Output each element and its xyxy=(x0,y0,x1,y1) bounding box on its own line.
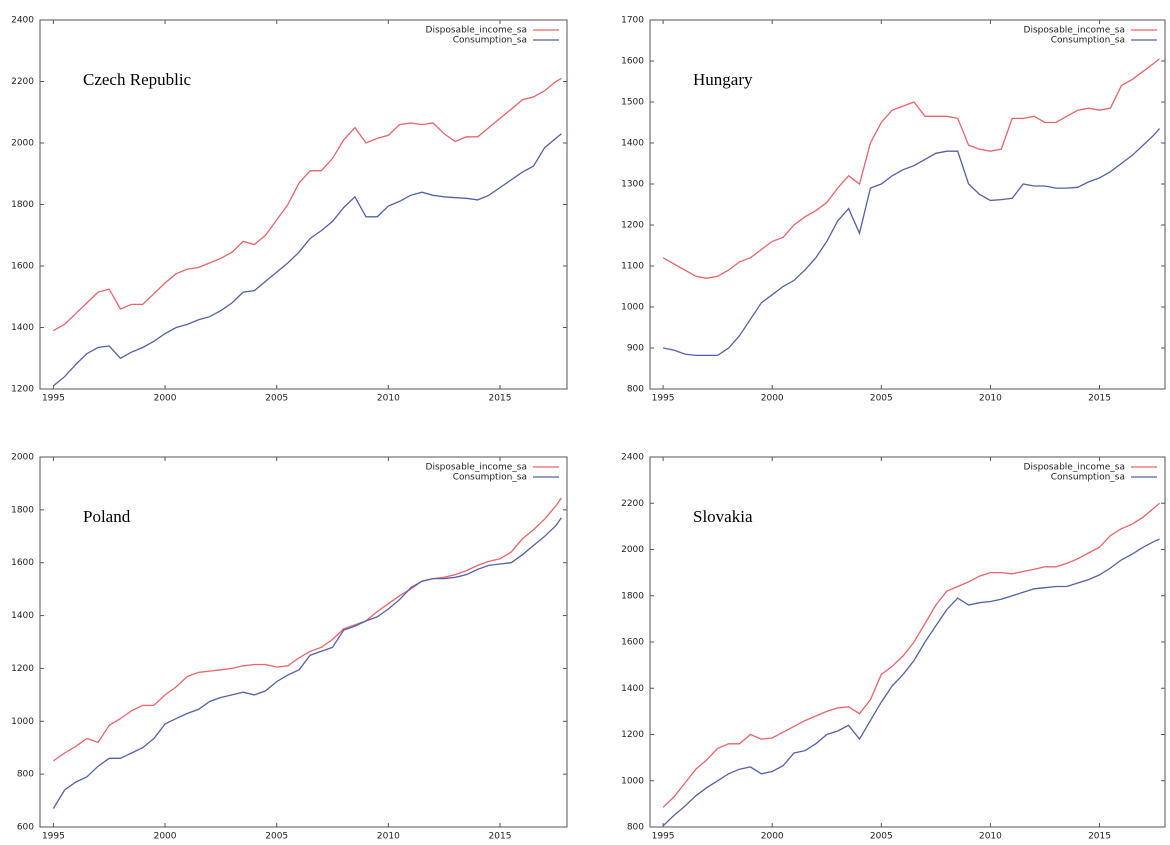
series-line xyxy=(662,502,1160,808)
x-tick-label: 2015 xyxy=(489,832,512,842)
y-tick-label: 1800 xyxy=(621,591,644,601)
y-tick-label: 2200 xyxy=(621,499,644,509)
x-tick-label: 1995 xyxy=(42,832,65,842)
y-tick-label: 2000 xyxy=(621,545,644,555)
y-tick-label: 1000 xyxy=(11,717,34,727)
subplot: 600 800 1000 1200 1400 1600 1800 2000 1995 2000 20… xyxy=(11,453,568,842)
y-tick-label: 2200 xyxy=(11,77,34,87)
x-tick-label: 2010 xyxy=(979,832,1002,842)
series-line xyxy=(662,538,1160,827)
y-tick-label: 1500 xyxy=(621,98,644,108)
y-tick-label: 1400 xyxy=(621,684,644,694)
subplot: 1200 1400 1600 1800 2000 2200 2400 1995 2000 2005… xyxy=(11,16,568,404)
panel-title: Hungary xyxy=(693,70,753,89)
x-tick-label: 1995 xyxy=(652,832,675,842)
x-tick-label: 2010 xyxy=(377,832,400,842)
x-tick-label: 1995 xyxy=(652,394,675,404)
y-tick-label: 1300 xyxy=(621,180,644,190)
y-tick-label: 2400 xyxy=(621,453,644,463)
y-tick-label: 800 xyxy=(627,385,644,395)
legend-label: Disposable_income_sa xyxy=(426,26,527,36)
y-tick-label: 1600 xyxy=(621,57,644,67)
y-tick-label: 1400 xyxy=(11,323,34,333)
x-tick-label: 2010 xyxy=(377,394,400,404)
legend-label: Consumption_sa xyxy=(1051,36,1125,46)
x-tick-label: 2015 xyxy=(489,394,512,404)
panel-title: Slovakia xyxy=(693,507,753,526)
y-tick-label: 900 xyxy=(627,344,644,354)
y-tick-label: 2000 xyxy=(11,453,34,463)
subplot: 800 1000 1200 1400 1600 1800 2000 2200 2400 1995 2… xyxy=(621,453,1166,842)
x-tick-label: 2000 xyxy=(761,832,784,842)
series-line xyxy=(662,58,1160,279)
y-tick-label: 1400 xyxy=(11,611,34,621)
plot-frame xyxy=(39,456,568,828)
plot-frame xyxy=(649,19,1166,390)
subplot: 800 900 1000 1100 1200 1300 1400 1500 1600 1700 19… xyxy=(621,16,1166,404)
y-tick-label: 600 xyxy=(17,823,34,833)
x-tick-label: 2005 xyxy=(265,832,288,842)
x-tick-label: 2000 xyxy=(154,832,177,842)
x-tick-label: 2000 xyxy=(154,394,177,404)
legend-label: Disposable_income_sa xyxy=(426,463,527,473)
legend-label: Disposable_income_sa xyxy=(1024,26,1125,36)
x-tick-label: 2000 xyxy=(761,394,784,404)
series-line xyxy=(52,133,562,387)
x-tick-label: 2005 xyxy=(870,832,893,842)
legend-label: Consumption_sa xyxy=(1051,473,1125,483)
x-tick-label: 2015 xyxy=(1088,832,1111,842)
y-tick-label: 1600 xyxy=(621,638,644,648)
y-tick-label: 1200 xyxy=(11,664,34,674)
x-tick-label: 1995 xyxy=(42,394,65,404)
y-tick-label: 800 xyxy=(17,770,34,780)
y-tick-label: 1700 xyxy=(621,16,644,26)
y-tick-label: 1100 xyxy=(621,262,644,272)
series-line xyxy=(53,497,562,762)
x-tick-label: 2005 xyxy=(870,394,893,404)
x-tick-label: 2010 xyxy=(979,394,1002,404)
y-tick-label: 1600 xyxy=(11,262,34,272)
panel-title: Czech Republic xyxy=(83,70,192,89)
legend-label: Consumption_sa xyxy=(453,36,527,46)
y-tick-label: 1200 xyxy=(621,221,644,231)
y-tick-label: 1200 xyxy=(621,730,644,740)
series-line xyxy=(662,128,1160,357)
y-tick-label: 800 xyxy=(627,823,644,833)
y-tick-label: 1800 xyxy=(11,200,34,210)
y-tick-label: 1000 xyxy=(621,776,644,786)
x-tick-label: 2005 xyxy=(265,394,288,404)
y-tick-label: 1400 xyxy=(621,139,644,149)
series-line xyxy=(52,517,562,809)
x-tick-label: 2015 xyxy=(1088,394,1111,404)
y-tick-label: 2400 xyxy=(11,16,34,26)
y-tick-label: 1000 xyxy=(621,303,644,313)
y-tick-label: 1200 xyxy=(11,385,34,395)
series-line xyxy=(53,77,562,332)
legend-label: Consumption_sa xyxy=(453,473,527,483)
y-tick-label: 1600 xyxy=(11,558,34,568)
legend-label: Disposable_income_sa xyxy=(1024,463,1125,473)
y-tick-label: 2000 xyxy=(11,139,34,149)
panel-title: Poland xyxy=(83,507,131,526)
y-tick-label: 1800 xyxy=(11,505,34,515)
